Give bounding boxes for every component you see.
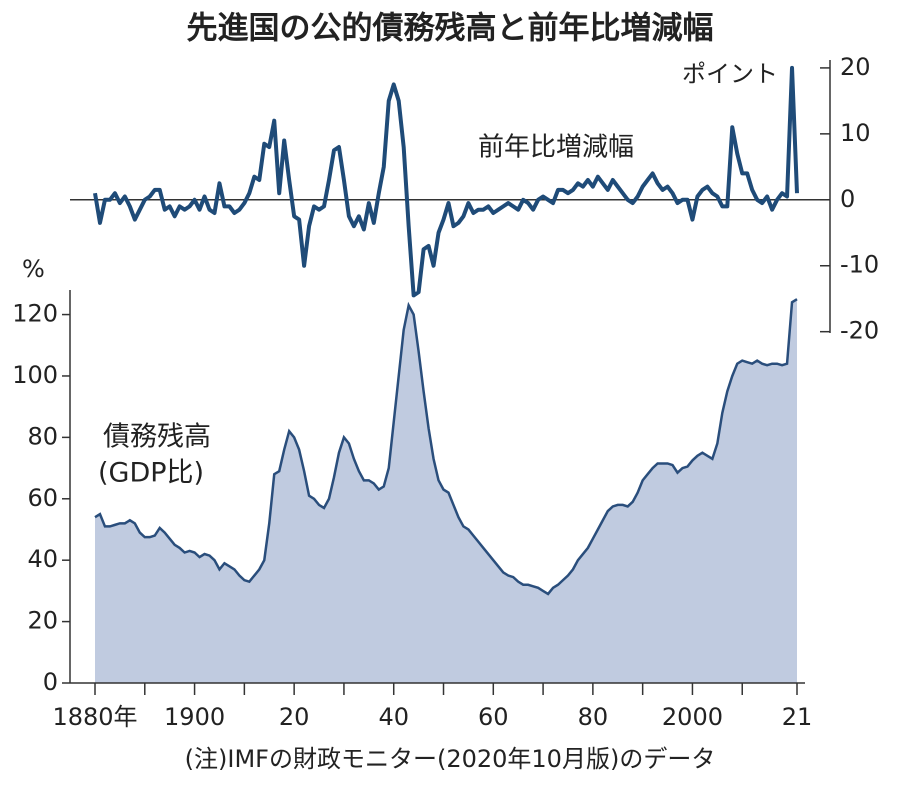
y-tick-label: 40 [27, 545, 58, 573]
y2-tick-label: -20 [840, 317, 879, 345]
y-tick-label: 20 [27, 607, 58, 635]
y-tick-label: 0 [43, 668, 58, 696]
footnote: (注)IMFの財政モニター(2020年10月版)のデータ [185, 745, 716, 773]
series-label: 前年比増減幅 [478, 133, 634, 163]
x-tick-label: 20 [279, 703, 310, 731]
y2-tick-label: -10 [840, 251, 879, 279]
x-tick-label: 60 [478, 703, 509, 731]
y-tick-label: 120 [12, 300, 58, 328]
x-tick-label: 40 [378, 703, 409, 731]
y-tick-label: 60 [27, 484, 58, 512]
series-label: 債務残高 [103, 422, 211, 453]
x-tick-label: 1880年 [52, 703, 137, 731]
series-label-2: (GDP比) [98, 458, 204, 489]
chart-title: 先進国の公的債務残高と前年比増減幅 [187, 11, 714, 47]
x-tick-label: 80 [578, 703, 609, 731]
x-tick-label: 21 [782, 703, 813, 731]
area-line [94, 298, 798, 596]
y2-unit: ポイント [682, 60, 778, 88]
y2-tick-label: 20 [840, 53, 871, 81]
line-series [93, 65, 799, 298]
y-tick-label: 80 [27, 422, 58, 450]
y-tick-label: 100 [12, 361, 58, 389]
y2-tick-label: 10 [840, 119, 871, 147]
y-unit: % [22, 255, 45, 283]
x-tick-label: 1900 [164, 703, 225, 731]
x-tick-label: 2000 [662, 703, 723, 731]
y2-tick-label: 0 [840, 185, 855, 213]
